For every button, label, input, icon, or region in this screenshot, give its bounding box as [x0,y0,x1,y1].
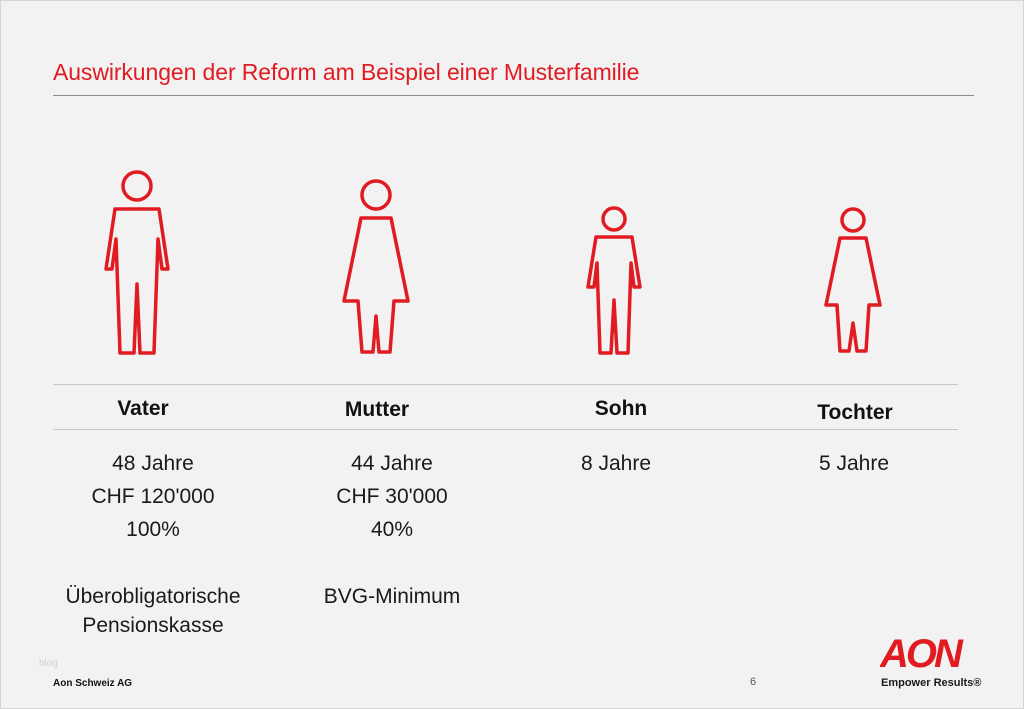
table-header-rule [53,429,958,430]
member-name-mutter: Mutter [344,398,410,421]
tagline: Empower Results® [881,677,982,689]
man-icon [102,169,172,359]
salary-value: CHF 120'000 [91,485,215,508]
age-value: 48 Jahre [112,452,194,475]
page-number: 6 [750,676,757,688]
aon-logo: AON [879,629,976,676]
member-details-vater: 48 Jahre CHF 120'000 100% Überobligatori… [33,449,273,640]
age-value: 5 Jahre [818,452,890,475]
member-name-tochter: Tochter [817,401,893,424]
member-name-vater: Vater [117,397,169,420]
percentage-value: 100% [126,518,180,541]
member-details-mutter: 44 Jahre CHF 30'000 40% BVG-Minimum [272,449,512,611]
percentage-value: 40% [370,518,414,541]
member-details-sohn: 8 Jahre [496,449,736,478]
age-value: 8 Jahre [580,452,652,475]
member-details-tochter: 5 Jahre [734,449,974,478]
salary-value: CHF 30'000 [336,485,448,508]
woman-icon [341,176,411,358]
slide-title: Auswirkungen der Reform am Beispiel eine… [53,59,640,85]
svg-text:AON: AON [880,632,964,669]
plan-value: Überobligatorische [65,585,241,608]
age-value: 44 Jahre [351,452,433,475]
girl-icon [824,205,882,355]
member-name-sohn: Sohn [594,397,648,420]
title-divider [53,95,974,96]
plan-value: BVG-Minimum [323,585,461,608]
footer-company: Aon Schweiz AG [53,678,133,689]
boy-icon [585,205,643,357]
plan-value-line2: Pensionskasse [82,614,224,637]
table-top-rule [53,384,958,385]
watermark-text: blog [39,658,58,669]
